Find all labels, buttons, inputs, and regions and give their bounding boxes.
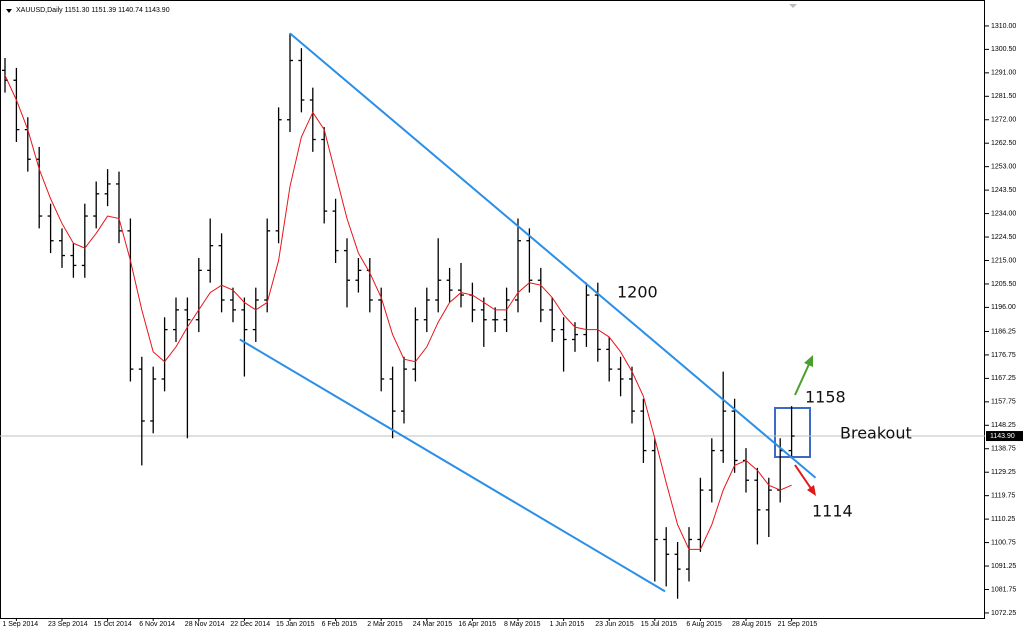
annotation: Breakout [840,424,912,443]
y-tick-label: 1176.75 [991,352,1016,359]
annotation: 1114 [812,502,853,521]
y-tick-label: 1100.75 [991,539,1016,546]
x-tick-label: 1 Sep 2014 [2,621,38,628]
y-tick-label: 1243.50 [991,187,1016,194]
y-tick-label: 1310.00 [991,23,1016,30]
y-tick-label: 1119.75 [991,493,1015,500]
x-tick-label: 6 Aug 2015 [686,621,722,628]
x-tick-label: 22 Dec 2014 [230,621,270,628]
x-tick-label: 23 Jun 2015 [595,621,634,628]
x-tick-label: 15 Jan 2015 [276,621,315,628]
plot-frame [0,0,985,619]
y-tick-label: 1272.00 [991,117,1016,124]
x-tick-label: 28 Nov 2014 [185,621,225,628]
y-tick-label: 1262.50 [991,140,1016,147]
y-tick-label: 1224.50 [991,234,1016,241]
y-tick-label: 1110.25 [991,516,1015,523]
y-tick-label: 1291.00 [991,70,1016,77]
y-tick-label: 1091.25 [991,563,1016,570]
trendline [289,32,817,479]
up-arrow [794,361,811,396]
x-tick-label: 2 Mar 2015 [367,621,403,628]
x-tick-label: 6 Feb 2015 [322,621,358,628]
up-arrow-head [804,355,813,367]
y-tick-label: 1196.00 [991,304,1016,311]
x-tick-label: 1 Jun 2015 [550,621,585,628]
down-arrow [794,464,813,491]
y-tick-label: 1148.25 [991,422,1016,429]
y-tick-label: 1300.50 [991,46,1016,53]
annotation: 1158 [805,388,846,407]
current-price-label: 1143.90 [990,433,1015,440]
y-tick-label: 1157.75 [991,399,1016,406]
y-tick-label: 1072.25 [991,610,1016,617]
trendline [239,338,666,593]
x-tick-label: 15 Oct 2014 [94,621,132,628]
y-tick-label: 1186.25 [991,328,1016,335]
y-tick-label: 1281.50 [991,93,1016,100]
y-tick-label: 1234.00 [991,210,1016,217]
annotation: 1200 [617,283,658,302]
y-tick-label: 1205.50 [991,281,1016,288]
x-tick-label: 15 Jul 2015 [641,621,677,628]
symbol-menu-icon[interactable] [6,9,12,13]
x-tick-label: 8 May 2015 [504,621,541,628]
current-price-box [986,431,1023,442]
y-tick-label: 1129.25 [991,469,1016,476]
x-tick-label: 16 Apr 2015 [458,621,496,628]
y-tick-label: 1215.00 [991,257,1016,264]
y-tick-label: 1253.00 [991,164,1016,171]
chart-title: XAUUSD,Daily 1151.30 1151.39 1140.74 114… [16,7,170,14]
y-tick-label: 1167.25 [991,375,1016,382]
moving-average [4,75,792,550]
x-tick-label: 23 Sep 2014 [48,621,88,628]
down-arrow-head [807,485,816,496]
x-tick-label: 21 Sep 2015 [778,621,818,628]
x-tick-label: 24 Mar 2015 [413,621,452,628]
x-tick-label: 28 Aug 2015 [732,621,771,628]
y-tick-label: 1138.75 [991,446,1016,453]
y-tick-label: 1081.75 [991,586,1016,593]
chart-shift-marker [789,4,797,8]
x-tick-label: 6 Nov 2014 [139,621,175,628]
